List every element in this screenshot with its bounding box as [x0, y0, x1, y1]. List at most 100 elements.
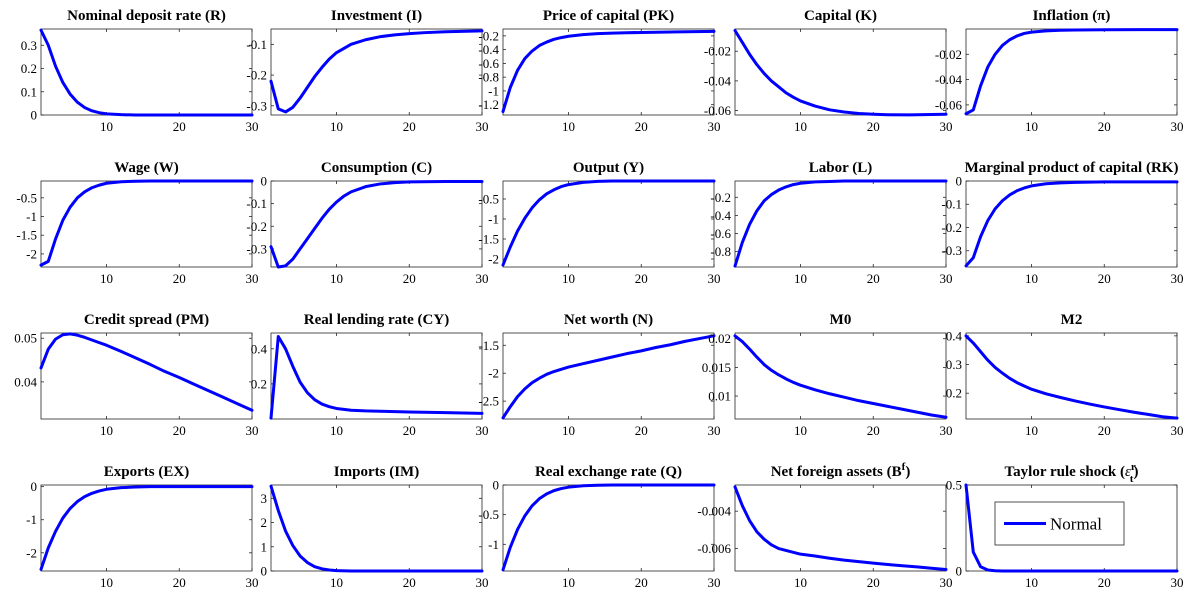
y-tick-label: -0.1 [246, 37, 267, 52]
subplot-title-superscript: f [902, 461, 906, 473]
y-tick-label: 2 [261, 515, 268, 530]
series-line-normal [39, 28, 254, 117]
subplot-title-text: M0 [830, 312, 852, 328]
y-tick-label: -0.6 [710, 226, 731, 241]
axes-box [502, 28, 715, 116]
series-line-normal [964, 28, 1179, 116]
x-tick-label: 10 [562, 119, 575, 134]
x-tick-label: 10 [1025, 119, 1038, 134]
subplot-title: Net worth (N) [564, 312, 653, 328]
series-line-normal [501, 179, 716, 267]
y-tick-label: -2 [26, 246, 37, 261]
subplot-title-text: Taylor rule shock ( [1005, 464, 1125, 480]
subplot-title-superscript: r [1131, 461, 1136, 473]
x-tick-label: 10 [794, 119, 807, 134]
x-tick-label: 20 [173, 575, 186, 590]
y-tick-label: 0.2 [946, 386, 962, 401]
y-tick-label: 0.3 [21, 38, 37, 53]
subplot-16: Imports (IM) 10 20 30 0 1 2 3 [261, 464, 489, 590]
subplot-title: Taylor rule shock (εr t) [1005, 461, 1139, 485]
y-tick-label: -0.1 [941, 197, 962, 212]
subplot-11: Real lending rate (CY) 10 20 30 0.2 0.4 [251, 312, 489, 438]
axes-box [40, 484, 253, 572]
subplot-title-subscript: t [1130, 473, 1134, 485]
x-tick-label: 30 [246, 423, 259, 438]
x-tick-label: 20 [635, 271, 648, 286]
y-tick-label: -0.4 [710, 208, 731, 223]
series-line-normal [964, 180, 1179, 268]
y-tick-label: 0.015 [702, 360, 731, 375]
axes-box [502, 332, 715, 420]
y-tick-label: -0.8 [710, 244, 731, 259]
y-tick-label: 0.4 [946, 328, 963, 343]
y-tick-label: -2.5 [478, 394, 499, 409]
subplot-title: Marginal product of capital (RK) [965, 160, 1179, 176]
x-tick-label: 20 [173, 119, 186, 134]
subplot-title-text: Inflation (π) [1033, 8, 1111, 24]
subplot-1: Investment (I) 10 20 30 -0.3 -0.2 -0.1 [246, 8, 488, 134]
x-tick-label: 30 [476, 119, 489, 134]
axes-box [734, 332, 947, 420]
y-tick-label: 3 [261, 491, 268, 506]
axes-box [965, 180, 1178, 268]
y-tick-label: 1 [261, 539, 268, 554]
legend-label: Normal [1050, 515, 1102, 534]
axes-box [270, 180, 483, 268]
x-tick-label: 30 [246, 271, 259, 286]
y-tick-label: -0.004 [697, 504, 731, 519]
series-line-normal [964, 483, 1179, 573]
subplot-3: Capital (K)10 20 30-0.06-0.04-0.02 [704, 8, 953, 134]
legend: Normal [994, 501, 1125, 546]
subplot-title-text: Real exchange rate (Q) [535, 464, 682, 480]
y-tick-label: -1 [488, 212, 499, 227]
y-tick-label: -0.02 [935, 47, 962, 62]
x-tick-label: 10 [1025, 271, 1038, 286]
x-tick-label: 30 [476, 423, 489, 438]
axes-box [734, 484, 947, 572]
series-line-normal [269, 29, 484, 114]
y-tick-label: -0.3 [941, 243, 962, 258]
x-tick-label: 30 [1171, 271, 1184, 286]
x-tick-label: 30 [708, 119, 721, 134]
x-tick-label: 20 [173, 423, 186, 438]
subplot-title-end: ) [1133, 464, 1138, 480]
subplot-title-text: Nominal deposit rate (R) [67, 8, 226, 24]
x-tick-label: 20 [403, 271, 416, 286]
y-tick-label: 0.3 [946, 357, 962, 372]
y-tick-label: -0.1 [246, 196, 267, 211]
subplot-title-text: Capital (K) [804, 8, 877, 24]
y-tick-label: 0 [493, 478, 500, 493]
y-tick-label: -1.5 [478, 338, 499, 353]
subplot-title-text: Net foreign assets (B [771, 464, 902, 480]
x-tick-label: 20 [635, 423, 648, 438]
series-line-normal [733, 28, 948, 117]
y-tick-label: -0.04 [704, 73, 732, 88]
subplot-title: Real lending rate (CY) [304, 312, 449, 328]
x-tick-label: 20 [867, 575, 880, 590]
x-tick-label: 30 [246, 119, 259, 134]
subplot-title: Capital (K) [804, 8, 877, 24]
axes-box [502, 484, 715, 572]
y-tick-label: -0.6 [478, 56, 499, 71]
x-tick-label: 10 [100, 119, 113, 134]
subplot-8: Labor (L) 10 20 30 -0.8 -0.6 -0.4 -0.2 [710, 160, 952, 286]
subplot-title-text: Wage (W) [114, 160, 179, 176]
y-tick-label: -0.5 [478, 507, 499, 522]
series-line-normal [964, 334, 1179, 420]
x-tick-label: 20 [635, 575, 648, 590]
subplot-9: Marginal product of capital (RK) 10 20 30 -0… [941, 160, 1183, 286]
y-tick-label: -0.06 [704, 103, 732, 118]
x-tick-label: 30 [476, 575, 489, 590]
x-tick-label: 30 [1171, 575, 1184, 590]
subplot-title-text: Exports (EX) [104, 464, 189, 480]
subplot-title: Consumption (C) [321, 160, 432, 176]
y-tick-label: -1 [26, 209, 37, 224]
subplot-2: Price of capital (PK)10 20 30-1.2-1-0.8-0.… [478, 8, 720, 134]
y-tick-label: -0.5 [16, 190, 37, 205]
axes-box [40, 180, 253, 268]
y-tick-label: -1.2 [478, 97, 499, 112]
subplot-14: M2 10 20 30 0.2 0.3 0.4 [946, 312, 1184, 438]
x-tick-label: 10 [794, 423, 807, 438]
subplot-title: Credit spread (PM) [84, 312, 209, 328]
